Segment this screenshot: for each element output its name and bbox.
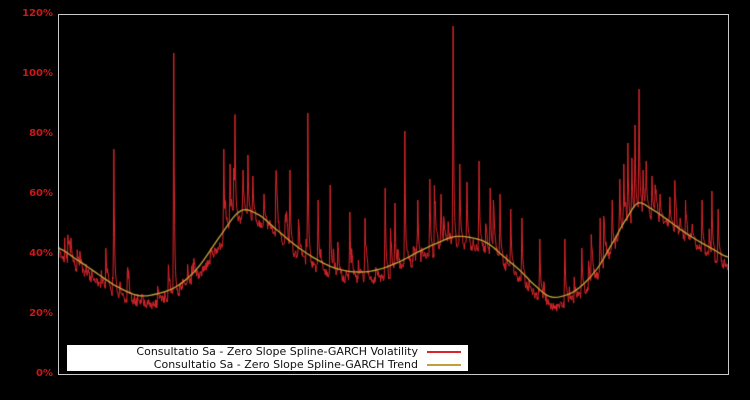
y-axis: 0% 20% 40% 60% 80% 100% 120%: [0, 0, 53, 400]
y-tick-label-0pct: 0%: [36, 368, 53, 379]
y-tick-label-80pct: 80%: [29, 128, 53, 139]
y-tick-label-60pct: 60%: [29, 188, 53, 199]
y-tick-label-20pct: 20%: [29, 308, 53, 319]
y-tick-label-100pct: 100%: [22, 68, 53, 79]
trend-line-sample-icon: [427, 363, 461, 366]
legend: Consultatio Sa - Zero Slope Spline-GARCH…: [67, 345, 468, 371]
y-tick-label-120pct: 120%: [22, 8, 53, 19]
volatility-line-sample-icon: [427, 350, 461, 353]
y-tick-label-40pct: 40%: [29, 248, 53, 259]
legend-entry-trend: Consultatio Sa - Zero Slope Spline-GARCH…: [67, 358, 468, 371]
legend-label: Consultatio Sa - Zero Slope Spline-GARCH…: [153, 358, 418, 371]
legend-entry-volatility: Consultatio Sa - Zero Slope Spline-GARCH…: [67, 345, 468, 358]
legend-label: Consultatio Sa - Zero Slope Spline-GARCH…: [136, 345, 418, 358]
